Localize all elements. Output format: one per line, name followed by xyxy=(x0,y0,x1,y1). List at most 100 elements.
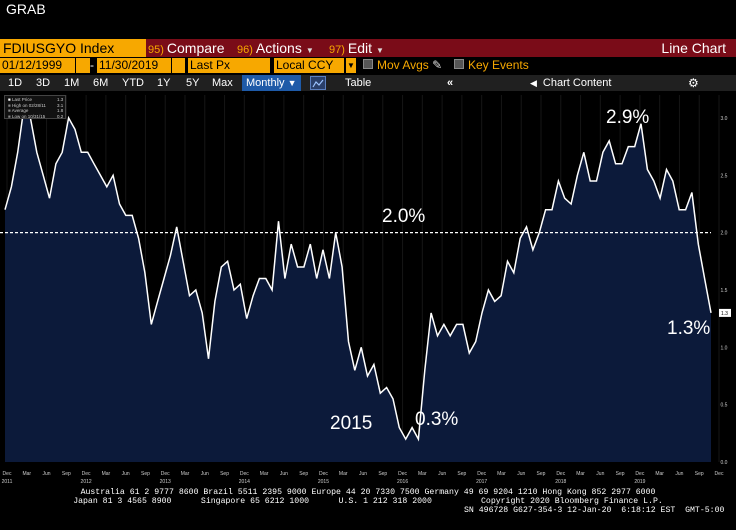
x-tick-label: Mar xyxy=(22,471,31,477)
x-tick-label: Jun xyxy=(596,471,604,477)
frequency-select[interactable]: Monthly ▼ xyxy=(242,75,301,91)
x-tick-label: Mar xyxy=(576,471,585,477)
checkbox-icon xyxy=(363,59,373,69)
x-tick-label: Dec xyxy=(319,471,328,477)
period-1d-button[interactable]: 1D xyxy=(8,77,23,89)
start-date-field[interactable]: 01/12/1999 xyxy=(0,58,75,73)
collapse-arrows-icon[interactable]: « xyxy=(447,77,454,89)
chart-legend: ■ Last Price 1.3 ■ High on 02/28/11 3.1 … xyxy=(4,95,66,119)
x-tick-label: Dec xyxy=(3,471,12,477)
last-value-tag xyxy=(719,308,731,317)
x-tick-label: Jun xyxy=(675,471,683,477)
x-tick-label: Dec xyxy=(240,471,249,477)
legend-row-average: ■ Average xyxy=(8,108,29,113)
legend-value-high: 3.1 xyxy=(57,102,64,108)
period-1m-button[interactable]: 1M xyxy=(64,77,80,89)
actions-button[interactable]: 96) Actions ▼ xyxy=(237,39,314,57)
frequency-label: Monthly xyxy=(246,77,285,89)
y-tick-label: 0.5 xyxy=(721,403,728,409)
table-button[interactable]: Table xyxy=(345,77,372,89)
x-tick-label: Dec xyxy=(82,471,91,477)
calendar-icon[interactable] xyxy=(76,58,90,73)
legend-row-low: ■ Low on 10/31/15 xyxy=(8,113,46,119)
legend-value-average: 1.8 xyxy=(57,108,64,113)
x-tick-label: Mar xyxy=(260,471,269,477)
x-year-label: 2013 xyxy=(160,479,171,485)
x-tick-label: Dec xyxy=(635,471,644,477)
x-tick-label: Mar xyxy=(102,471,111,477)
x-tick-label: Sep xyxy=(220,471,229,477)
checkbox-icon xyxy=(454,59,464,69)
legend-value-low: 0.2 xyxy=(57,113,64,119)
legend-row-last-price: ■ Last Price xyxy=(8,97,32,102)
period-toolbar xyxy=(0,75,736,91)
period-5y-button[interactable]: 5Y xyxy=(186,77,200,89)
x-tick-label: Dec xyxy=(398,471,407,477)
field-select[interactable]: Last Px xyxy=(188,58,270,73)
key-events-toggle[interactable]: Key Events xyxy=(454,58,529,73)
compare-button[interactable]: 95) Compare xyxy=(148,39,225,57)
y-tick-label: 1.0 xyxy=(721,345,728,351)
ticker-field[interactable]: FDIUSGYO Index xyxy=(0,39,146,57)
annotation-2pct: 2.0% xyxy=(382,206,426,227)
x-tick-label: Mar xyxy=(655,471,664,477)
x-tick-label: Jun xyxy=(201,471,209,477)
calendar-icon[interactable] xyxy=(172,58,185,73)
line-chart-icon[interactable] xyxy=(310,76,326,90)
currency-select[interactable]: Local CCY xyxy=(274,58,344,73)
x-tick-label: Sep xyxy=(299,471,308,477)
mov-avgs-label: Mov Avgs xyxy=(377,58,429,72)
x-year-label: 2018 xyxy=(555,479,566,485)
x-tick-label: Mar xyxy=(418,471,427,477)
period-max-button[interactable]: Max xyxy=(212,77,233,89)
x-tick-label: Sep xyxy=(616,471,625,477)
x-tick-label: Sep xyxy=(537,471,546,477)
x-year-label: 2016 xyxy=(397,479,408,485)
x-tick-label: Sep xyxy=(141,471,150,477)
chevron-down-icon: ▼ xyxy=(287,78,297,88)
last-value-tag-label: 1.3 xyxy=(721,311,728,317)
annotation-last: 1.3% xyxy=(667,318,711,339)
x-tick-label: Sep xyxy=(457,471,466,477)
footer-contacts-line1: Australia 61 2 9777 8600 Brazil 5511 239… xyxy=(80,488,656,497)
chart-type-menu[interactable]: Line Chart xyxy=(661,40,726,56)
period-6m-button[interactable]: 6M xyxy=(93,77,109,89)
mov-avgs-toggle[interactable]: Mov Avgs ✎ xyxy=(363,58,442,73)
y-tick-label: 0.0 xyxy=(721,460,728,466)
key-events-label: Key Events xyxy=(468,58,529,72)
gear-icon[interactable]: ⚙ xyxy=(688,76,699,90)
x-tick-label: Mar xyxy=(181,471,190,477)
edit-button[interactable]: 97) Edit ▼ xyxy=(329,39,384,57)
edit-number: 97) xyxy=(329,44,345,56)
line-chart[interactable]: 0.0 0.5 1.0 1.5 2.0 2.5 3.0 Dec 2011 Mar Jun Sep De… xyxy=(0,91,736,486)
window-title: GRAB xyxy=(6,1,46,17)
x-year-label: 2019 xyxy=(634,479,645,485)
y-tick-label: 2.5 xyxy=(721,173,728,179)
x-tick-label: Dec xyxy=(477,471,486,477)
x-year-label: 2015 xyxy=(318,479,329,485)
period-ytd-button[interactable]: YTD xyxy=(122,77,144,89)
x-tick-label: Jun xyxy=(517,471,525,477)
x-year-label: 2014 xyxy=(239,479,250,485)
x-tick-label: Mar xyxy=(497,471,506,477)
series-line xyxy=(4,104,712,442)
annotation-2015: 2015 xyxy=(330,413,373,434)
chevron-down-icon: ▼ xyxy=(376,46,384,55)
chevron-down-icon[interactable]: ▼ xyxy=(346,58,356,73)
end-date-field[interactable]: 11/30/2019 xyxy=(97,58,171,73)
actions-label: Actions xyxy=(255,40,302,56)
x-tick-label: Dec xyxy=(715,471,724,477)
annotation-peak: 2.9% xyxy=(606,107,650,128)
x-tick-label: Jun xyxy=(280,471,288,477)
x-year-label: 2017 xyxy=(476,479,487,485)
x-tick-label: Sep xyxy=(378,471,387,477)
legend-row-high: ■ High on 02/28/11 xyxy=(8,102,46,108)
period-1y-button[interactable]: 1Y xyxy=(157,77,171,89)
x-tick-label: Dec xyxy=(556,471,565,477)
y-tick-label: 3.0 xyxy=(721,116,728,122)
date-separator: - xyxy=(90,58,94,72)
annotation-low: 0.3% xyxy=(415,409,459,430)
chart-content-button[interactable]: ◀ Chart Content xyxy=(530,75,611,91)
period-3d-button[interactable]: 3D xyxy=(36,77,51,89)
y-tick-label: 1.5 xyxy=(721,288,728,294)
